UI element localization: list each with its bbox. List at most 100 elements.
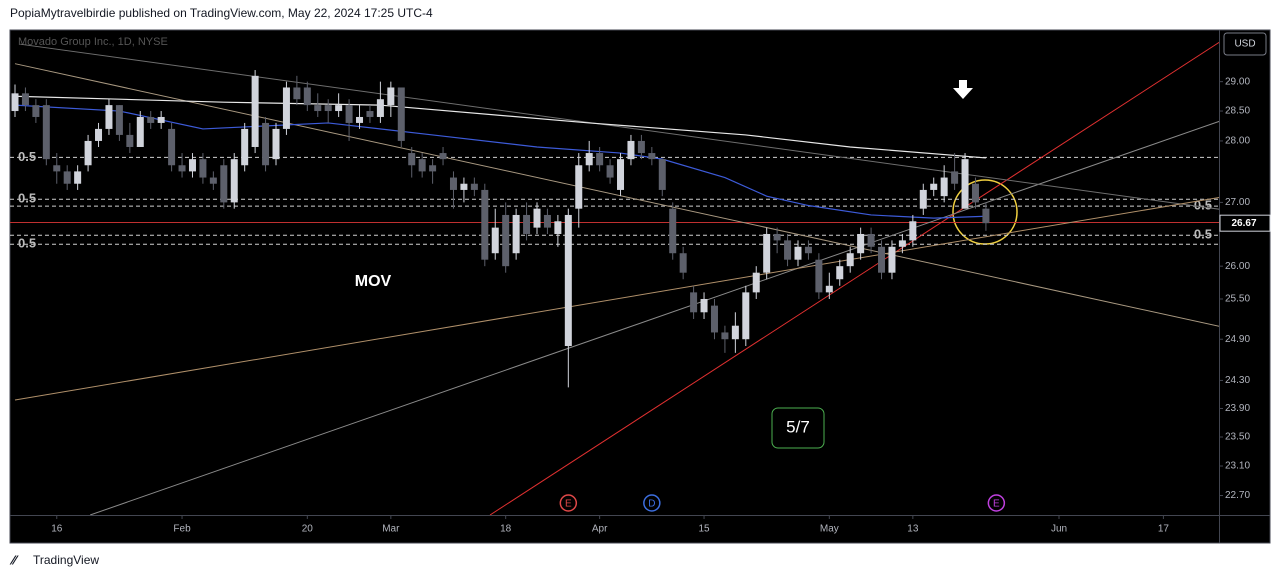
level-label: 0.5 — [18, 236, 36, 251]
level-label: 0.5 — [18, 191, 36, 206]
y-tick-label: 28.50 — [1225, 106, 1250, 117]
candle-body — [575, 165, 583, 209]
y-tick-label: 22.70 — [1225, 490, 1250, 501]
event-marker — [643, 494, 661, 512]
candle-body — [543, 214, 551, 228]
candle-body — [752, 272, 760, 293]
trendline — [90, 120, 1219, 515]
y-tick-label: 26.00 — [1225, 261, 1250, 272]
candle-body — [742, 292, 750, 340]
candle-body — [690, 292, 698, 313]
candle-body — [815, 259, 823, 293]
candle-body — [178, 165, 186, 172]
candle-body — [888, 246, 896, 273]
y-tick-label: 27.00 — [1225, 197, 1250, 208]
candle-body — [230, 159, 238, 203]
candle-body — [804, 246, 812, 254]
candle-body — [836, 266, 844, 280]
candle-body — [188, 159, 196, 172]
candle-body — [596, 153, 604, 166]
candle-body — [481, 189, 489, 260]
currency-button[interactable] — [1223, 32, 1267, 56]
candle-body — [335, 105, 343, 112]
trendline — [14, 63, 1219, 327]
candle-body — [617, 159, 625, 190]
candle-body — [637, 140, 645, 154]
candle-body — [157, 116, 165, 123]
y-tick-label: 24.30 — [1225, 375, 1250, 386]
candle-body — [74, 171, 82, 184]
x-tick-label: Apr — [592, 524, 608, 535]
logo: ⁄⁄ — [9, 552, 19, 567]
candle-body — [731, 325, 739, 340]
trendline — [14, 197, 1219, 401]
candle-body — [126, 134, 134, 147]
footer: TradingView — [33, 553, 99, 567]
candle-body — [909, 221, 917, 241]
candle-body — [272, 128, 280, 160]
x-tick-label: Mar — [382, 524, 400, 535]
candle-body — [282, 87, 290, 129]
candle-body — [397, 87, 405, 141]
candle-body — [648, 153, 656, 160]
candle-body — [961, 159, 969, 209]
candle-body — [491, 227, 499, 254]
candle-body — [63, 171, 71, 184]
x-tick-label: Jun — [1051, 524, 1067, 535]
trendline — [20, 43, 1219, 210]
candle-body — [21, 93, 29, 106]
level-label: 0.5 — [1194, 227, 1212, 242]
count-box — [771, 407, 825, 449]
x-tick-label: 15 — [698, 524, 710, 535]
event-marker — [559, 494, 578, 512]
plot-area: 0.50.5 0.50.50.5E D E — [10, 41, 1219, 515]
arrow — [953, 80, 973, 99]
candle-body — [136, 116, 144, 147]
candle-body — [32, 105, 40, 117]
candle-body — [784, 240, 792, 260]
candle-body — [982, 208, 990, 224]
candle-body — [606, 165, 614, 178]
candle-body — [262, 122, 270, 166]
x-tick-label: 17 — [1158, 524, 1170, 535]
price-tag-label: 26.67 — [1231, 218, 1256, 229]
candle-body — [919, 189, 927, 209]
event-marker — [987, 494, 1006, 512]
candle-body — [95, 128, 103, 141]
candle-body — [825, 285, 833, 293]
x-tick-label: Feb — [173, 524, 191, 535]
price-tag — [1219, 214, 1271, 232]
header: PopiaMytravelbirdie published on Trading… — [10, 6, 433, 20]
candle-body — [554, 221, 562, 234]
candle-body — [209, 177, 217, 184]
candle-body — [356, 116, 364, 123]
candle-body — [324, 105, 332, 112]
candle-body — [523, 214, 531, 234]
candle-body — [42, 105, 50, 160]
candle-body — [199, 159, 207, 178]
candle-body — [147, 116, 155, 123]
candle-body — [241, 128, 249, 166]
trendline — [489, 41, 1219, 515]
candle-body — [460, 183, 468, 190]
candle-body — [418, 159, 426, 172]
candle-body — [220, 165, 228, 203]
candle-body — [846, 253, 854, 267]
x-tick-label: 18 — [500, 524, 512, 535]
candle-body — [585, 153, 593, 166]
candle-body — [564, 214, 572, 347]
candle-body — [439, 153, 447, 160]
candle-body — [376, 99, 384, 117]
candle-body — [345, 105, 353, 123]
candle-body — [314, 105, 322, 112]
candle-body — [387, 87, 395, 106]
candle-body — [408, 153, 416, 166]
event-label: D — [648, 499, 655, 510]
candle-body — [11, 93, 19, 112]
candle-body — [303, 87, 311, 106]
chart-bg — [9, 29, 1271, 544]
x-tick-label: 13 — [907, 524, 919, 535]
candle-body — [710, 305, 718, 333]
candle-body — [627, 140, 635, 160]
candle-body — [721, 332, 729, 340]
